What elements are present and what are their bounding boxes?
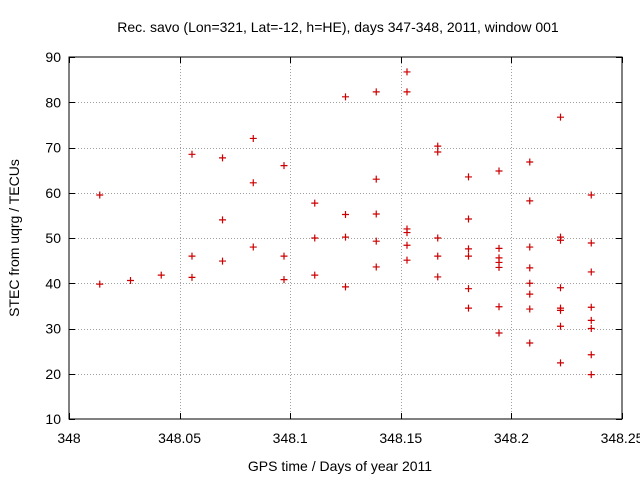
data-point (342, 283, 349, 291)
data-point (557, 113, 565, 121)
data-point (219, 154, 227, 162)
data-point (587, 371, 595, 379)
chart-title: Rec. savo (Lon=321, Lat=-12, h=HE), days… (117, 19, 559, 35)
x-tick-label: 348.25 (601, 430, 640, 446)
data-point (219, 257, 227, 265)
data-point (280, 162, 288, 170)
y-tick-label: 40 (45, 275, 61, 291)
data-point (464, 285, 472, 293)
y-tick-label: 70 (45, 140, 61, 156)
data-point (495, 167, 503, 175)
data-point (557, 322, 565, 330)
data-point (403, 229, 411, 237)
x-tick-label: 348.1 (273, 430, 308, 446)
data-point (434, 252, 442, 260)
data-point (219, 216, 227, 224)
data-point (311, 271, 319, 279)
data-point (587, 303, 595, 311)
data-point (96, 280, 104, 288)
data-point (526, 243, 534, 251)
data-point (495, 329, 503, 337)
x-tick-label: 348 (57, 430, 81, 446)
data-point (188, 273, 196, 281)
data-point (557, 306, 565, 314)
data-point (587, 268, 595, 276)
data-point (403, 88, 411, 96)
data-point (403, 256, 411, 264)
data-point (495, 244, 503, 252)
data-point (280, 252, 288, 260)
data-points (96, 68, 595, 379)
data-point (372, 88, 380, 96)
data-point (434, 148, 442, 156)
y-tick-label: 30 (45, 321, 61, 337)
data-point (372, 263, 380, 271)
data-point (557, 284, 565, 292)
y-axis-label: STEC from uqrg / TECUs (6, 159, 22, 317)
x-tick-label: 348.2 (494, 430, 529, 446)
data-point (464, 252, 472, 260)
data-point (311, 234, 319, 242)
tick-labels: 348 348.05 348.1 348.15 348.2 348.25 10 20 30 40 5… (45, 49, 640, 446)
x-tick-label: 348.05 (158, 430, 201, 446)
data-point (249, 179, 257, 187)
data-point (526, 264, 534, 272)
data-point (526, 305, 534, 313)
data-point (249, 134, 257, 142)
data-point (526, 279, 534, 287)
data-point (495, 303, 503, 311)
data-point (464, 245, 472, 253)
data-point (342, 93, 349, 101)
data-point (188, 252, 196, 260)
data-point (587, 351, 595, 359)
data-point (157, 271, 165, 279)
data-point (434, 142, 442, 150)
data-point (495, 263, 503, 271)
data-point (311, 199, 319, 207)
data-point (372, 175, 380, 183)
data-point (464, 304, 472, 312)
data-point (464, 215, 472, 223)
data-point (464, 173, 472, 181)
data-point (188, 150, 196, 158)
data-point (587, 325, 595, 332)
y-tick-label: 50 (45, 230, 61, 246)
data-point (434, 273, 442, 281)
data-point (403, 68, 411, 76)
data-point (526, 290, 534, 298)
data-point (372, 210, 380, 218)
x-axis-label: GPS time / Days of year 2011 (248, 458, 432, 474)
data-point (126, 277, 134, 285)
x-tick-label: 348.15 (379, 430, 422, 446)
data-point (96, 191, 104, 199)
y-tick-label: 80 (45, 94, 61, 110)
y-tick-label: 60 (45, 185, 61, 201)
data-point (434, 234, 442, 242)
data-point (372, 237, 380, 245)
data-point (587, 191, 595, 199)
data-point (557, 359, 565, 367)
data-point (280, 276, 288, 284)
y-tick-label: 90 (45, 49, 61, 65)
data-point (342, 233, 349, 241)
data-point (526, 339, 534, 347)
y-tick-label: 10 (45, 411, 61, 427)
data-point (526, 197, 534, 205)
data-point (403, 241, 411, 249)
data-point (587, 316, 595, 324)
data-point (587, 239, 595, 247)
data-point (249, 243, 257, 251)
data-point (342, 210, 349, 218)
data-point (557, 236, 565, 244)
data-point (526, 158, 534, 166)
axis-ticks (69, 57, 623, 420)
y-tick-label: 20 (45, 366, 61, 382)
